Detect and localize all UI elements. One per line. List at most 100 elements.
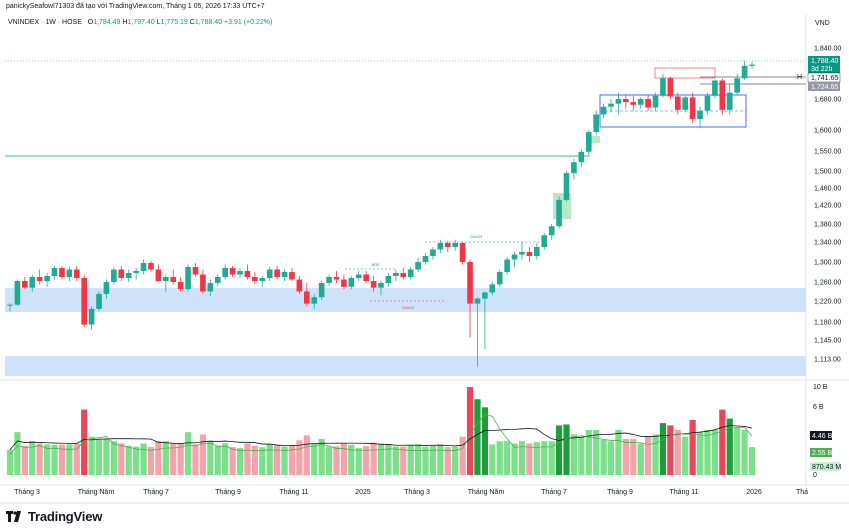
candle: [482, 291, 488, 349]
vol-tick-10b: 10 B: [813, 384, 828, 391]
price-axis[interactable]: 1,840.00 1,680.00 1,600.00 1,550.00 1,500.00…: [814, 46, 841, 364]
candle-body: [103, 282, 110, 294]
candle: [511, 252, 518, 267]
symbol-legend[interactable]: VNINDEX · 1W · HOSE O1,784.49 H1,797.40 …: [8, 19, 272, 26]
volume-bar: [674, 429, 681, 475]
candle-body: [430, 249, 436, 256]
candle: [697, 106, 703, 129]
price-tick-label: 1,680.00: [814, 97, 841, 104]
candle-body: [59, 268, 65, 277]
zone-upper: [5, 288, 806, 312]
candle-body: [378, 282, 384, 288]
volume-bar: [43, 444, 51, 475]
volume-bar: [407, 445, 414, 475]
volume-bar: [207, 441, 214, 475]
candle-body: [22, 281, 28, 288]
candle-body: [148, 263, 154, 270]
candle: [370, 276, 377, 292]
volume-bar: [21, 445, 28, 475]
candle: [51, 266, 58, 280]
candle-body: [459, 243, 466, 262]
last-price-tag: 1,788.40 3d 22h: [808, 56, 840, 74]
symbol-name[interactable]: VNINDEX · 1W · HOSE: [8, 19, 82, 26]
volume-bar: [711, 429, 719, 475]
low-value: 1,775.19: [160, 19, 188, 26]
volume-bar: [437, 444, 444, 475]
volume-bar: [192, 444, 199, 475]
volume-bar: [511, 443, 518, 475]
candle: [674, 92, 681, 115]
volume-bar: [593, 429, 600, 475]
volume-bar: [259, 447, 266, 475]
candle-body: [674, 96, 681, 110]
volume-axis[interactable]: 10 B 6 B 0 4.46 B 2.55 B 870.43 M: [810, 384, 841, 479]
candle: [281, 269, 288, 281]
volume-bar: [704, 429, 711, 475]
candle-body: [578, 151, 585, 163]
candle-body: [593, 114, 599, 133]
candle: [741, 60, 748, 80]
candle-body: [266, 269, 273, 278]
candle: [296, 276, 303, 294]
candle-body: [571, 162, 577, 174]
volume-bar: [659, 423, 667, 475]
volume-bar: [466, 387, 474, 475]
candle-body: [200, 274, 206, 292]
time-tick-label: Tháng 11: [279, 489, 308, 496]
volume-bar: [504, 441, 511, 475]
candle: [459, 242, 466, 265]
volume-bar: [370, 442, 377, 475]
candle-body: [222, 268, 228, 277]
volume-bar: [741, 429, 748, 475]
candle-body: [719, 80, 726, 110]
candle: [259, 276, 266, 287]
volume-bar: [578, 436, 585, 475]
candle: [229, 266, 236, 277]
candle-body: [274, 269, 280, 277]
candle-body: [66, 269, 73, 277]
change-value: +3.91 (+0.22%): [224, 19, 273, 26]
open-label: O: [87, 19, 94, 26]
candle-body: [437, 243, 444, 250]
candle-body: [88, 308, 95, 325]
candle-body: [81, 278, 88, 325]
volume-bar: [184, 432, 192, 475]
candle: [59, 266, 65, 280]
candle: [378, 281, 384, 296]
candle-body: [741, 65, 748, 79]
volume-bar: [607, 441, 615, 475]
price-tick-label: 1,340.00: [814, 240, 841, 247]
price-tick-label: 1,145.00: [814, 338, 841, 345]
volume-bar: [296, 440, 303, 475]
brand-name: TradingView: [28, 508, 103, 524]
candle: [148, 261, 154, 272]
volume-bar: [58, 444, 66, 475]
candle-body: [333, 277, 340, 280]
candle: [66, 267, 73, 281]
candle: [474, 297, 481, 367]
candle: [563, 171, 570, 202]
volume-bar: [88, 436, 95, 475]
volume-bar: [548, 441, 555, 475]
candle: [608, 99, 614, 113]
time-tick-label: Tháng 3: [14, 489, 40, 496]
volume-bar: [459, 436, 466, 475]
volume-bar: [325, 446, 333, 475]
candle-body: [385, 276, 392, 283]
candle: [111, 267, 117, 285]
candle-body: [7, 304, 13, 306]
volume-bar: [274, 444, 281, 475]
volume-bar: [585, 429, 592, 475]
candle: [73, 266, 80, 281]
brand-logo[interactable]: TradingView: [6, 507, 102, 525]
open-value: 1,784.49: [93, 19, 121, 26]
volume-bar: [222, 443, 229, 475]
time-axis[interactable]: Tháng 3 Tháng Năm Tháng 7 Tháng 9 Tháng 11 20…: [14, 489, 808, 496]
candle-body: [44, 276, 50, 281]
volume-bar: [81, 409, 88, 475]
candle-body: [140, 263, 147, 271]
candle-body: [296, 279, 303, 292]
volume-bar: [377, 443, 385, 475]
candle-body: [51, 268, 58, 276]
